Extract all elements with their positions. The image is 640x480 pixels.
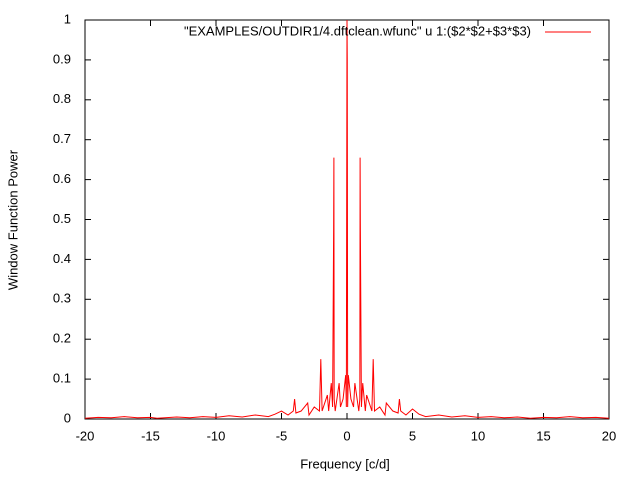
y-tick-label: 0.1 xyxy=(53,371,71,386)
data-line xyxy=(84,19,610,419)
y-tick-label: 1 xyxy=(64,11,71,26)
y-tick-label: 0.7 xyxy=(53,131,71,146)
x-axis-label: Frequency [c/d] xyxy=(300,456,390,471)
y-tick-label: 0 xyxy=(64,410,71,425)
y-tick-label: 0.5 xyxy=(53,211,71,226)
x-tick-label: 15 xyxy=(536,428,550,443)
x-tick-label: -20 xyxy=(76,428,95,443)
y-tick-label: 0.4 xyxy=(53,251,71,266)
y-axis-label: Window Function Power xyxy=(5,149,20,290)
y-tick-label: 0.2 xyxy=(53,331,71,346)
x-tick-label: -5 xyxy=(276,428,288,443)
x-tick-label: 10 xyxy=(471,428,485,443)
y-tick-label: 0.9 xyxy=(53,51,71,66)
y-tick-label: 0.3 xyxy=(53,291,71,306)
x-tick-label: 0 xyxy=(343,428,350,443)
x-tick-label: 5 xyxy=(409,428,416,443)
y-tick-label: 0.8 xyxy=(53,91,71,106)
x-tick-label: -10 xyxy=(207,428,226,443)
x-tick-label: -15 xyxy=(141,428,160,443)
x-tick-label: 20 xyxy=(602,428,616,443)
legend-label: "EXAMPLES/OUTDIR1/4.dftclean.wfunc" u 1:… xyxy=(184,23,531,38)
y-tick-label: 0.6 xyxy=(53,171,71,186)
